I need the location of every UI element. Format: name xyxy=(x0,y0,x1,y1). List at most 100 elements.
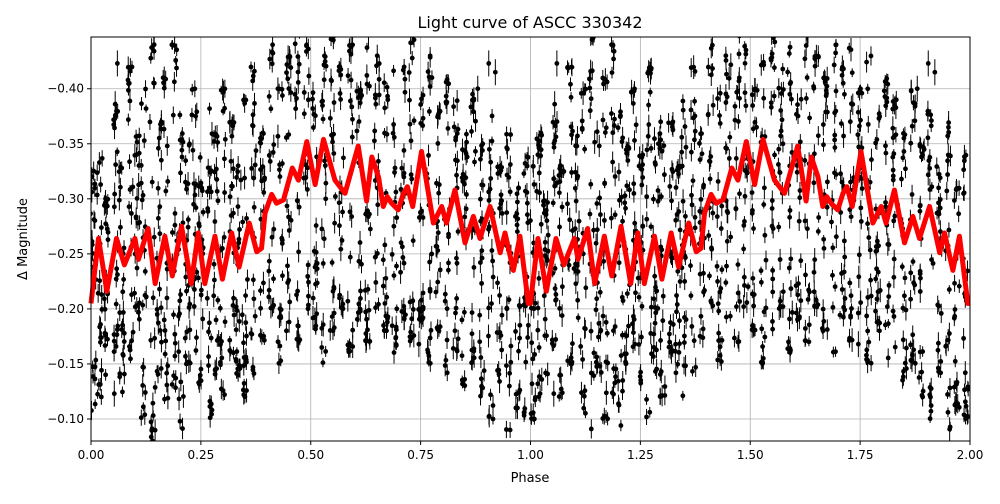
data-point xyxy=(453,157,458,163)
data-point xyxy=(390,130,396,136)
x-tick-label: 1.25 xyxy=(627,448,654,462)
data-point xyxy=(645,133,651,139)
data-point xyxy=(251,175,257,181)
data-point xyxy=(925,111,931,117)
data-point xyxy=(946,227,952,233)
data-point xyxy=(609,111,614,116)
data-point xyxy=(488,392,493,398)
data-point xyxy=(551,144,557,150)
data-point xyxy=(824,179,830,185)
data-point xyxy=(673,370,679,376)
data-point xyxy=(427,53,433,59)
data-point xyxy=(858,300,864,306)
data-point xyxy=(140,302,146,308)
data-point xyxy=(776,85,782,91)
data-point xyxy=(185,224,191,230)
data-point xyxy=(236,318,242,324)
data-point xyxy=(279,161,285,166)
data-point xyxy=(707,159,713,164)
data-point xyxy=(206,320,212,326)
data-point xyxy=(735,262,741,267)
data-point xyxy=(211,277,217,283)
data-point xyxy=(925,172,931,178)
data-point xyxy=(717,113,722,118)
data-point xyxy=(644,414,649,420)
data-point xyxy=(532,351,538,357)
data-point xyxy=(446,260,451,266)
data-point xyxy=(451,104,457,110)
data-point xyxy=(737,191,742,197)
data-point xyxy=(385,97,391,103)
data-point xyxy=(320,116,326,122)
data-point xyxy=(531,306,537,312)
data-point xyxy=(554,119,560,125)
data-point xyxy=(212,219,218,224)
data-point xyxy=(258,305,264,311)
data-point xyxy=(573,281,579,287)
data-point xyxy=(303,49,309,54)
data-point xyxy=(530,356,536,362)
data-point xyxy=(565,358,571,364)
data-point xyxy=(538,221,544,227)
data-point xyxy=(867,179,873,185)
data-point xyxy=(589,68,595,74)
data-point xyxy=(91,189,95,195)
data-point xyxy=(604,330,610,336)
data-point xyxy=(603,319,609,325)
data-point xyxy=(569,64,574,70)
data-point xyxy=(688,107,694,113)
data-point xyxy=(689,192,694,198)
data-point xyxy=(177,298,183,304)
data-point xyxy=(328,77,334,83)
data-point xyxy=(138,415,144,421)
data-point xyxy=(251,204,257,210)
data-point xyxy=(488,176,494,181)
data-point xyxy=(719,203,725,209)
data-point xyxy=(517,335,523,341)
data-point xyxy=(670,255,675,261)
data-point xyxy=(542,239,548,245)
data-point xyxy=(279,241,285,246)
data-point xyxy=(856,252,862,258)
data-point xyxy=(410,307,416,312)
data-point xyxy=(337,91,343,96)
data-point xyxy=(732,103,738,109)
data-point xyxy=(698,313,704,319)
data-point xyxy=(885,355,891,361)
data-point xyxy=(579,118,585,124)
data-point xyxy=(759,326,765,332)
data-point xyxy=(917,203,923,209)
data-point xyxy=(644,194,650,200)
data-point xyxy=(183,158,189,164)
data-point xyxy=(488,159,494,165)
data-point xyxy=(152,427,158,433)
data-point xyxy=(830,304,836,310)
data-point xyxy=(594,296,600,302)
data-point xyxy=(735,290,741,296)
data-point xyxy=(159,339,164,345)
data-point xyxy=(338,246,344,252)
data-point xyxy=(582,87,588,92)
data-point xyxy=(237,365,243,371)
data-point xyxy=(646,122,652,127)
data-point xyxy=(288,90,294,95)
data-point xyxy=(837,312,843,318)
data-point xyxy=(121,245,127,251)
data-point xyxy=(749,190,755,196)
data-point xyxy=(142,412,148,418)
data-point xyxy=(433,289,439,295)
data-point xyxy=(619,139,625,145)
data-point xyxy=(891,218,897,224)
data-point xyxy=(741,304,747,310)
data-point xyxy=(903,345,909,351)
data-point xyxy=(301,111,307,117)
data-point xyxy=(569,359,575,365)
data-point xyxy=(336,200,342,206)
data-point xyxy=(609,70,615,76)
data-point xyxy=(134,139,140,145)
data-point xyxy=(675,268,681,274)
data-point xyxy=(769,206,775,211)
data-point xyxy=(644,147,650,153)
data-point xyxy=(183,274,189,280)
data-point xyxy=(639,334,644,340)
